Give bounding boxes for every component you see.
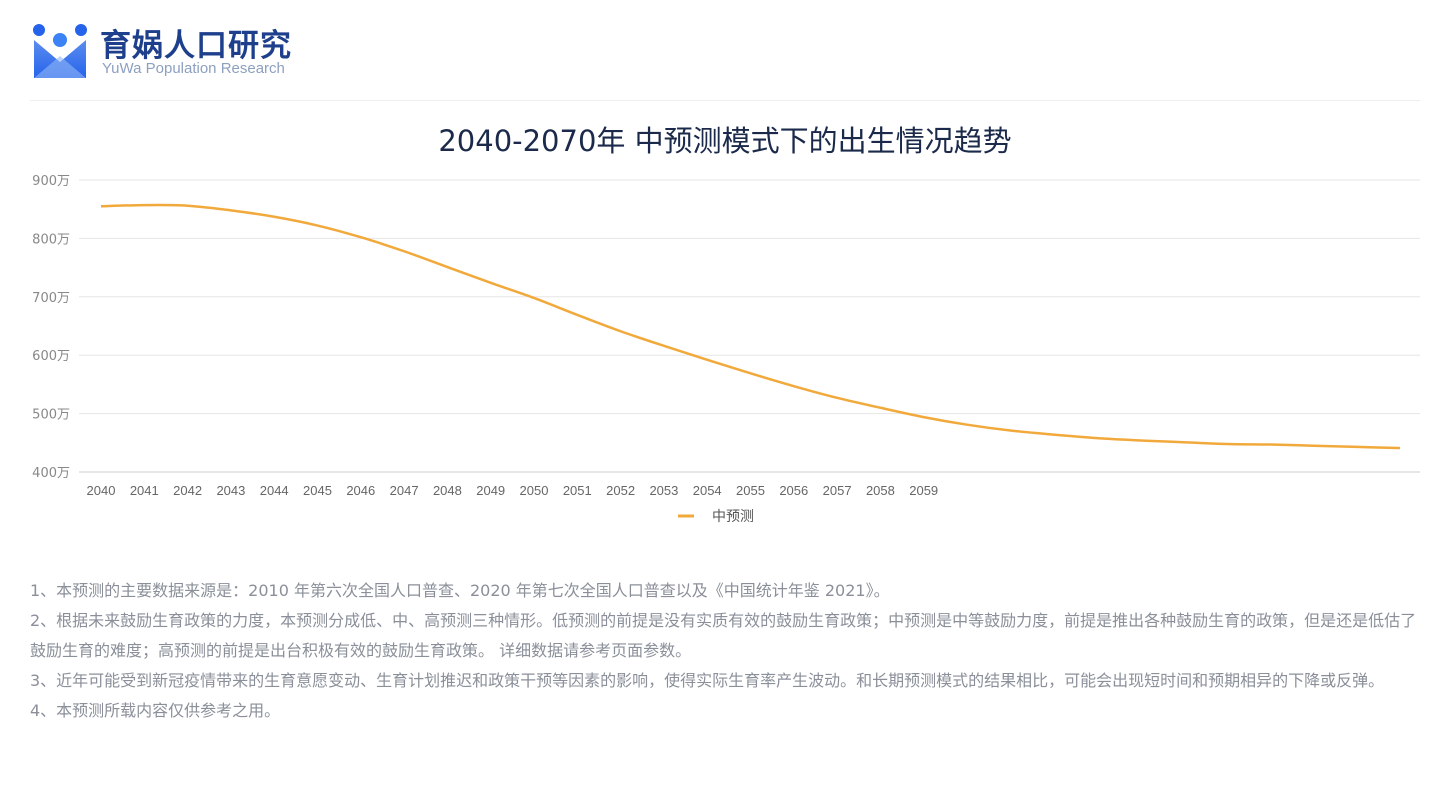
x-tick-label: 2048 bbox=[433, 483, 462, 498]
x-tick-label: 2058 bbox=[866, 483, 895, 498]
note-item: 3、近年可能受到新冠疫情带来的生育意愿变动、生育计划推迟和政策干预等因素的影响，… bbox=[30, 671, 1385, 690]
note-item: 4、本预测所载内容仅供参考之用。 bbox=[30, 701, 281, 720]
legend-label: 中预测 bbox=[712, 509, 754, 525]
note-item: 1、本预测的主要数据来源是：2010 年第六次全国人口普查、2020 年第七次全… bbox=[30, 581, 890, 600]
notes-section: 1、本预测的主要数据来源是：2010 年第六次全国人口普查、2020 年第七次全… bbox=[30, 576, 1420, 726]
x-tick-label: 2053 bbox=[649, 483, 678, 498]
x-tick-label: 2041 bbox=[130, 483, 159, 498]
y-tick-label: 800万 bbox=[32, 232, 70, 247]
x-tick-label: 2052 bbox=[606, 483, 635, 498]
x-tick-label: 2044 bbox=[260, 483, 289, 498]
yuwa-logo-icon[interactable] bbox=[30, 20, 90, 80]
y-tick-label: 400万 bbox=[32, 466, 70, 481]
series-line-zhongyuce bbox=[100, 203, 1401, 450]
brand-name: 育娲人口研究 bbox=[100, 28, 292, 64]
chart-title: 2040-2070年 中预测模式下的出生情况趋势 bbox=[438, 124, 1012, 158]
birth-trend-line-chart: 900万 800万 700万 600万 500万 400万 2040 2041 2042 2043… bbox=[32, 174, 1420, 525]
y-tick-label: 500万 bbox=[32, 408, 70, 423]
y-tick-label: 600万 bbox=[32, 349, 70, 364]
site-header: 育娲人口研究 YuWa Population Research bbox=[30, 14, 1420, 101]
x-tick-label: 2059 bbox=[909, 483, 938, 498]
y-tick-label: 900万 bbox=[32, 174, 70, 189]
x-tick-label: 2057 bbox=[823, 483, 852, 498]
x-tick-label: 2046 bbox=[346, 483, 375, 498]
x-tick-label: 2051 bbox=[563, 483, 592, 498]
x-tick-label: 2055 bbox=[736, 483, 765, 498]
x-tick-label: 2049 bbox=[476, 483, 505, 498]
brand-subtitle: YuWa Population Research bbox=[102, 60, 285, 77]
x-tick-label: 2054 bbox=[693, 483, 722, 498]
x-tick-label: 2045 bbox=[303, 483, 332, 498]
x-tick-label: 2042 bbox=[173, 483, 202, 498]
y-tick-label: 700万 bbox=[32, 291, 70, 306]
x-tick-label: 2056 bbox=[779, 483, 808, 498]
x-tick-label: 2050 bbox=[520, 483, 549, 498]
x-tick-label: 2047 bbox=[390, 483, 419, 498]
x-tick-label: 2043 bbox=[216, 483, 245, 498]
note-item: 2、根据未来鼓励生育政策的力度，本预测分成低、中、高预测三种情形。低预测的前提是… bbox=[30, 611, 1417, 660]
x-tick-label: 2040 bbox=[87, 483, 116, 498]
